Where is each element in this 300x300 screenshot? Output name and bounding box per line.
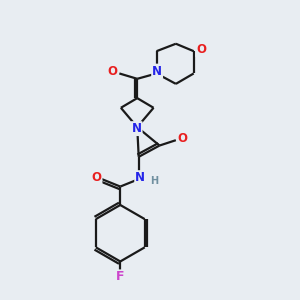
Text: H: H bbox=[150, 176, 158, 186]
Text: O: O bbox=[92, 171, 101, 184]
Text: N: N bbox=[135, 171, 145, 184]
Text: O: O bbox=[196, 43, 206, 56]
Text: O: O bbox=[108, 65, 118, 79]
Text: N: N bbox=[152, 64, 162, 78]
Text: O: O bbox=[177, 132, 188, 145]
Text: N: N bbox=[132, 122, 142, 135]
Text: F: F bbox=[116, 270, 124, 284]
